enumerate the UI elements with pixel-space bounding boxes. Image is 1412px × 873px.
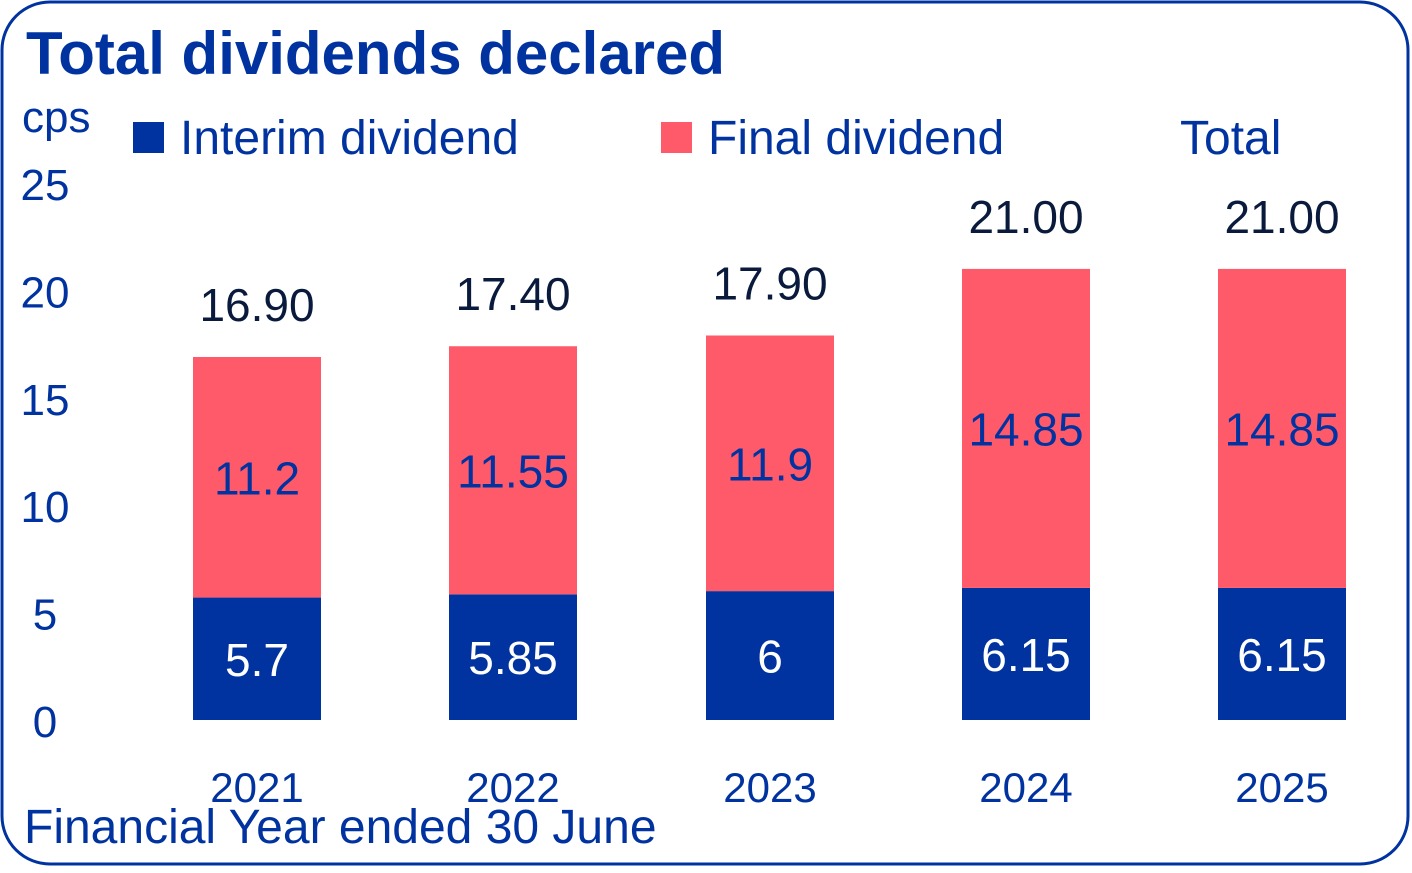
interim-value-label: 5.7 <box>225 634 289 686</box>
x-tick-label: 2025 <box>1235 764 1328 811</box>
y-tick-label: 15 <box>21 376 70 425</box>
final-bar-2022 <box>449 346 577 595</box>
bar-group-2022: 5.85 11.55 17.40 2022 <box>449 268 577 811</box>
final-bar-2021 <box>193 356 321 598</box>
total-value-label: 17.40 <box>455 268 570 320</box>
final-bar-2023 <box>706 335 834 592</box>
final-bar-2024 <box>962 268 1090 588</box>
interim-value-label: 6 <box>757 631 783 683</box>
legend-label-total: Total <box>1180 112 1281 165</box>
x-tick-label: 2024 <box>979 764 1072 811</box>
final-value-label: 11.2 <box>214 452 300 504</box>
y-tick-label: 0 <box>33 698 57 747</box>
total-value-label: 21.00 <box>1224 191 1339 243</box>
legend-label-final: Final dividend <box>708 112 1004 165</box>
legend-swatch-final <box>661 122 692 153</box>
bar-group-2025: 6.15 14.85 21.00 2025 <box>1218 191 1346 811</box>
interim-bar-2025 <box>1218 587 1346 720</box>
legend-label-interim: Interim dividend <box>180 112 519 165</box>
interim-bar-2022 <box>449 594 577 720</box>
bar-group-2023: 6 11.9 17.90 2023 <box>706 258 834 811</box>
x-tick-label: 2022 <box>466 764 559 811</box>
bars: 5.7 11.2 16.90 2021 5.85 11.55 17.40 2022 6 11.9 1… <box>193 191 1346 811</box>
interim-bar-2021 <box>193 597 321 720</box>
y-tick-label: 25 <box>21 161 70 210</box>
final-value-label: 11.55 <box>457 445 569 497</box>
interim-value-label: 6.15 <box>1237 629 1327 681</box>
x-tick-label: 2021 <box>210 764 303 811</box>
y-tick-label: 10 <box>21 483 70 532</box>
bar-group-2024: 6.15 14.85 21.00 2024 <box>962 191 1090 811</box>
total-value-label: 21.00 <box>968 191 1083 243</box>
bar-group-2021: 5.7 11.2 16.90 2021 <box>193 279 321 811</box>
y-axis-label: cps <box>22 93 90 142</box>
x-axis-label: Financial Year ended 30 June <box>24 801 657 854</box>
interim-value-label: 6.15 <box>981 629 1071 681</box>
y-tick-label: 5 <box>33 591 57 640</box>
interim-bar-2024 <box>962 587 1090 720</box>
interim-bar-2023 <box>706 591 834 720</box>
y-axis: 0 5 10 15 20 25 <box>21 161 70 747</box>
final-value-label: 14.85 <box>968 403 1083 455</box>
legend-swatch-interim <box>133 122 164 153</box>
final-value-label: 11.9 <box>727 438 813 490</box>
chart-title: Total dividends declared <box>26 20 725 87</box>
total-value-label: 16.90 <box>199 279 314 331</box>
final-bar-2025 <box>1218 268 1346 588</box>
legend: Interim dividend Final dividend Total <box>133 112 1281 165</box>
y-tick-label: 20 <box>21 268 70 317</box>
x-tick-label: 2023 <box>723 764 816 811</box>
total-value-label: 17.90 <box>712 258 827 310</box>
interim-value-label: 5.85 <box>468 632 558 684</box>
final-value-label: 14.85 <box>1224 403 1339 455</box>
